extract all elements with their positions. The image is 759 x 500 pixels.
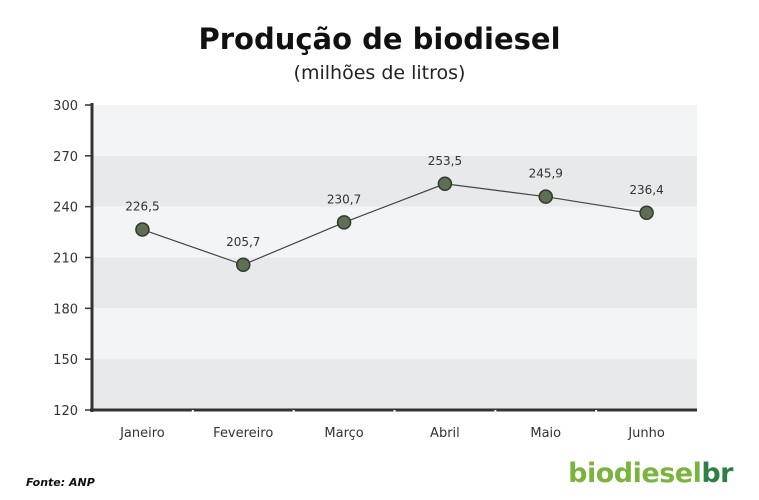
series-line [142,183,647,266]
x-tick-label: Maio [530,426,561,441]
data-label: 226,5 [125,200,159,214]
grid-band [92,206,697,258]
x-tick-label: Fevereiro [213,426,273,441]
biodieselbr-logo: biodieselbr [568,458,733,489]
data-label: 205,7 [226,235,260,249]
y-tick-label: 180 [53,302,78,317]
data-point [336,215,352,230]
grid-band [92,257,697,309]
y-tick-label: 150 [53,353,78,368]
grid-band [92,359,697,410]
x-tick-label: Março [324,426,363,441]
source-note: Fonte: ANP [26,476,95,489]
data-point [236,257,251,273]
data-label: 236,4 [629,183,663,197]
y-tick-label: 240 [53,201,78,216]
chart-subtitle: (milhões de litros) [293,62,466,84]
y-tick-label: 300 [53,99,78,114]
y-tick-label: 120 [53,404,78,419]
x-tick-label: Janeiro [119,426,165,441]
data-point [437,176,453,192]
data-label: 253,5 [428,154,462,168]
x-tick-label: Abril [430,426,460,441]
data-label: 245,9 [529,167,563,181]
grid-band [92,105,697,156]
chart-title: Produção de biodiesel [198,22,561,56]
x-tick-label: Junho [627,426,665,441]
y-tick-label: 270 [53,150,78,165]
data-point [135,222,150,237]
grid-band [92,308,697,360]
data-point [639,205,654,221]
data-label: 230,7 [327,192,361,206]
grid-band [92,155,697,207]
data-point [538,189,553,204]
y-tick-label: 210 [53,252,78,267]
